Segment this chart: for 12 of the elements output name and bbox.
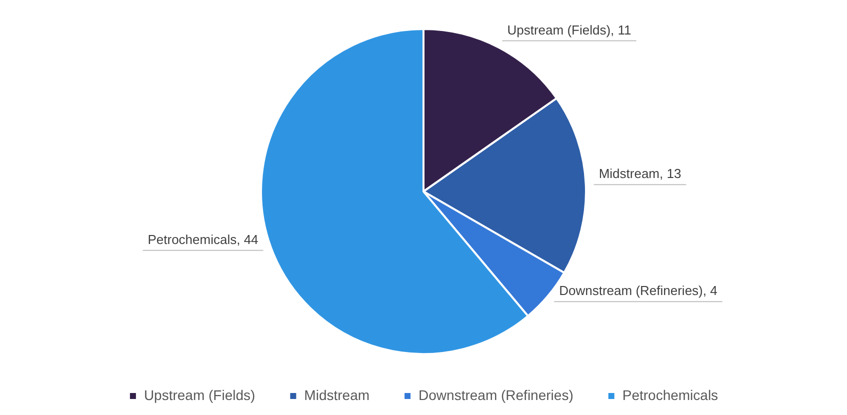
legend-label: Downstream (Refineries)	[418, 386, 574, 403]
legend-label: Midstream	[304, 386, 370, 403]
data-label: , 44	[236, 232, 258, 247]
legend-label: Petrochemicals	[622, 386, 718, 403]
slice-label: Midstream	[598, 166, 660, 182]
slice-label: Downstream (Refineries)	[559, 283, 703, 298]
data-label: , 4	[702, 283, 718, 298]
legend-label: Upstream (Fields)	[144, 386, 256, 403]
slice-label: Petrochemicals	[148, 232, 238, 247]
slice-label: Upstream (Fields)	[507, 22, 611, 38]
data-label: , 13	[660, 166, 682, 182]
data-label: , 11	[610, 22, 632, 38]
